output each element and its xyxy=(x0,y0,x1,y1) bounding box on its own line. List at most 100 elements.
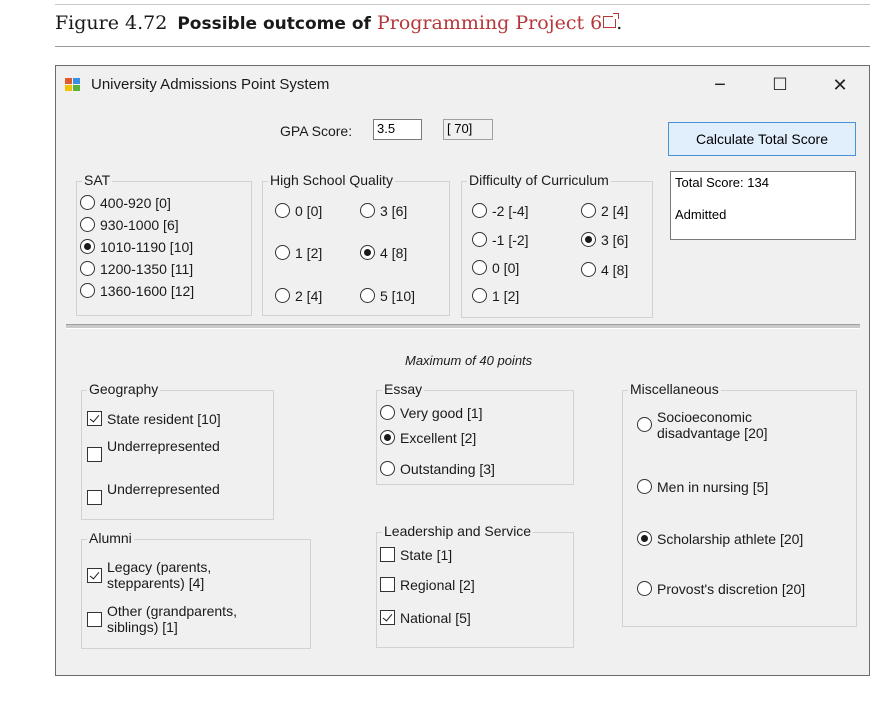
radio-button-icon[interactable] xyxy=(472,203,487,218)
leadership-option[interactable]: Regional [2] xyxy=(380,577,475,593)
minimize-button[interactable]: − xyxy=(714,74,726,96)
hs-option[interactable]: 0 [0] xyxy=(275,203,322,219)
leadership-service-group: Leadership and Service State [1] Regiona… xyxy=(376,523,574,648)
radio-button-icon[interactable] xyxy=(581,203,596,218)
curriculum-option[interactable]: 3 [6] xyxy=(581,232,628,248)
sat-option[interactable]: 400-920 [0] xyxy=(80,195,171,211)
alumni-group-title: Alumni xyxy=(87,530,134,546)
essay-option-label: Outstanding [3] xyxy=(400,461,495,477)
curriculum-option[interactable]: 2 [4] xyxy=(581,203,628,219)
geography-option[interactable]: Underrepresented xyxy=(87,481,220,505)
project-link[interactable]: Programming Project 6 xyxy=(376,12,603,34)
radio-button-selected-icon[interactable] xyxy=(637,531,652,546)
radio-button-icon[interactable] xyxy=(80,195,95,210)
hs-option[interactable]: 3 [6] xyxy=(360,203,407,219)
radio-button-icon[interactable] xyxy=(275,288,290,303)
radio-button-selected-icon[interactable] xyxy=(80,239,95,254)
leadership-option[interactable]: State [1] xyxy=(380,547,452,563)
leadership-option-label: National [5] xyxy=(400,610,471,626)
caption-text: Possible outcome of xyxy=(177,14,371,34)
curriculum-option[interactable]: -2 [-4] xyxy=(472,203,529,219)
sat-option-label: 400-920 [0] xyxy=(100,195,171,211)
checkbox-icon[interactable] xyxy=(87,612,102,627)
leadership-option[interactable]: National [5] xyxy=(380,610,471,626)
caption-period: . xyxy=(616,12,623,34)
external-link-icon[interactable] xyxy=(603,13,620,28)
radio-button-icon[interactable] xyxy=(637,479,652,494)
radio-button-selected-icon[interactable] xyxy=(360,245,375,260)
radio-button-icon[interactable] xyxy=(472,260,487,275)
radio-button-icon[interactable] xyxy=(472,232,487,247)
hs-option[interactable]: 2 [4] xyxy=(275,288,322,304)
hs-option-label: 2 [4] xyxy=(295,288,323,304)
close-button[interactable]: ✕ xyxy=(832,75,848,95)
misc-option[interactable]: Men in nursing [5] xyxy=(637,479,768,495)
essay-option-label: Very good [1] xyxy=(400,405,483,421)
essay-option[interactable]: Outstanding [3] xyxy=(380,461,495,477)
curriculum-option-label: -2 [-4] xyxy=(492,203,529,219)
title-bar: University Admissions Point System − ☐ ✕ xyxy=(56,66,869,104)
curriculum-option[interactable]: 0 [0] xyxy=(472,260,519,276)
checkbox-icon[interactable] xyxy=(87,490,102,505)
curriculum-option[interactable]: 1 [2] xyxy=(472,288,519,304)
misc-option[interactable]: Provost's discretion [20] xyxy=(637,581,805,597)
alumni-option[interactable]: Legacy (parents, stepparents) [4] xyxy=(87,559,211,591)
radio-button-icon[interactable] xyxy=(581,262,596,277)
radio-button-icon[interactable] xyxy=(380,405,395,420)
checkbox-checked-icon[interactable] xyxy=(87,568,102,583)
sat-option[interactable]: 930-1000 [6] xyxy=(80,217,179,233)
sat-option[interactable]: 1200-1350 [11] xyxy=(80,261,193,277)
checkbox-checked-icon[interactable] xyxy=(380,610,395,625)
radio-button-icon[interactable] xyxy=(472,288,487,303)
window-title: University Admissions Point System xyxy=(91,76,330,93)
calculate-total-score-button[interactable]: Calculate Total Score xyxy=(668,122,856,156)
maximize-button[interactable]: ☐ xyxy=(772,75,788,94)
checkbox-icon[interactable] xyxy=(380,577,395,592)
radio-button-icon[interactable] xyxy=(80,283,95,298)
sat-option[interactable]: 1010-1190 [10] xyxy=(80,239,193,255)
radio-button-icon[interactable] xyxy=(80,261,95,276)
curriculum-option-label: 3 [6] xyxy=(601,232,629,248)
radio-button-icon[interactable] xyxy=(380,461,395,476)
radio-button-icon[interactable] xyxy=(360,203,375,218)
sat-option-label: 1360-1600 [12] xyxy=(100,283,195,299)
miscellaneous-group: Miscellaneous Socioeconomic disadvantage… xyxy=(622,381,857,627)
essay-option-label: Excellent [2] xyxy=(400,430,477,446)
misc-option[interactable]: Socioeconomic disadvantage [20] xyxy=(637,409,768,441)
alumni-option[interactable]: Other (grandparents, siblings) [1] xyxy=(87,603,237,635)
geography-group-title: Geography xyxy=(87,381,161,397)
radio-button-icon[interactable] xyxy=(637,581,652,596)
checkbox-icon[interactable] xyxy=(380,547,395,562)
radio-button-icon[interactable] xyxy=(80,217,95,232)
radio-button-icon[interactable] xyxy=(637,417,652,432)
geography-option[interactable]: State resident [10] xyxy=(87,411,221,427)
sat-option[interactable]: 1360-1600 [12] xyxy=(80,283,194,299)
alumni-option-label: Legacy (parents, stepparents) [4] xyxy=(107,559,212,591)
sat-group-title: SAT xyxy=(82,172,113,188)
hs-option[interactable]: 1 [2] xyxy=(275,245,322,261)
curriculum-option[interactable]: -1 [-2] xyxy=(472,232,529,248)
radio-button-icon[interactable] xyxy=(275,245,290,260)
radio-button-selected-icon[interactable] xyxy=(581,232,596,247)
leadership-group-title: Leadership and Service xyxy=(382,523,534,539)
curriculum-difficulty-group: Difficulty of Curriculum -2 [-4] 2 [4] -… xyxy=(461,172,653,318)
radio-button-icon[interactable] xyxy=(360,288,375,303)
essay-option[interactable]: Very good [1] xyxy=(380,405,483,421)
gpa-input[interactable]: 3.5 xyxy=(373,119,422,140)
alumni-option-label: Other (grandparents, siblings) [1] xyxy=(107,603,237,635)
geography-option-label: Underrepresented xyxy=(107,481,220,497)
hs-option[interactable]: 4 [8] xyxy=(360,245,407,261)
misc-option-label: Men in nursing [5] xyxy=(657,479,769,495)
essay-option[interactable]: Excellent [2] xyxy=(380,430,476,446)
checkbox-icon[interactable] xyxy=(87,447,102,462)
caption-rule xyxy=(55,46,870,47)
geography-option[interactable]: Underrepresented xyxy=(87,438,220,462)
misc-option[interactable]: Scholarship athlete [20] xyxy=(637,531,803,547)
radio-button-icon[interactable] xyxy=(275,203,290,218)
hs-option[interactable]: 5 [10] xyxy=(360,288,415,304)
curriculum-option[interactable]: 4 [8] xyxy=(581,262,628,278)
checkbox-checked-icon[interactable] xyxy=(87,411,102,426)
app-window: University Admissions Point System − ☐ ✕… xyxy=(55,65,870,676)
radio-button-selected-icon[interactable] xyxy=(380,430,395,445)
geography-group: Geography State resident [10] Underrepre… xyxy=(81,381,274,520)
